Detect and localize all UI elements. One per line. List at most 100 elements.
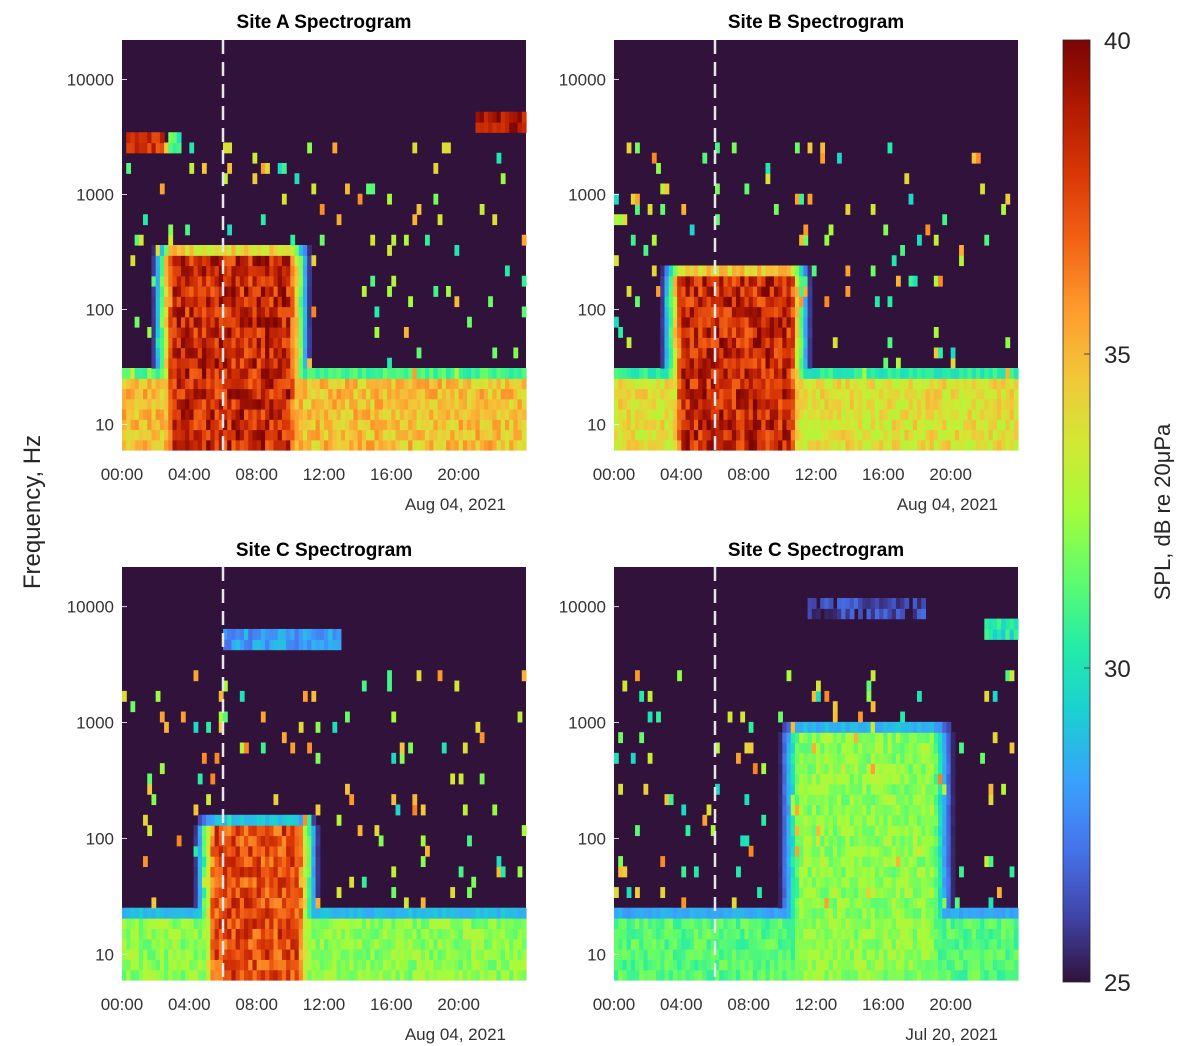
heatmap-cell xyxy=(660,928,666,940)
heatmap-cell xyxy=(307,255,312,267)
heatmap-cell xyxy=(736,368,741,379)
heatmap-cell xyxy=(778,439,783,451)
heatmap-cell xyxy=(492,378,498,390)
heatmap-cell xyxy=(521,122,527,133)
heatmap-cell xyxy=(790,845,796,857)
heatmap-cell xyxy=(302,357,308,369)
heatmap-cell xyxy=(412,214,418,226)
heatmap-cell xyxy=(446,409,451,420)
heatmap-cell xyxy=(395,368,401,379)
heatmap-cell xyxy=(378,969,384,981)
heatmap-cell xyxy=(193,938,199,950)
heatmap-cell xyxy=(790,286,796,297)
heatmap-cell xyxy=(672,275,678,287)
heatmap-cell xyxy=(155,907,161,919)
heatmap-cell xyxy=(395,959,401,971)
heatmap-cell xyxy=(832,378,838,390)
heatmap-cell xyxy=(210,245,216,256)
heatmap-cell xyxy=(357,378,363,390)
heatmap-cell xyxy=(740,711,746,723)
heatmap-cell xyxy=(950,357,956,369)
heatmap-cell xyxy=(307,856,312,868)
heatmap-cell xyxy=(828,876,834,888)
heatmap-cell xyxy=(214,856,220,868)
heatmap-cell xyxy=(668,398,674,410)
heatmap-cell xyxy=(811,265,817,277)
heatmap-cell xyxy=(841,773,847,785)
heatmap-cell xyxy=(900,928,905,940)
y-tick-label: 10000 xyxy=(67,70,114,89)
heatmap-cell xyxy=(260,959,266,971)
heatmap-cell xyxy=(185,327,190,338)
heatmap-cell xyxy=(483,938,489,950)
heatmap-cell xyxy=(807,949,813,960)
heatmap-cell xyxy=(126,928,132,940)
heatmap-cell xyxy=(281,928,287,940)
heatmap-cell xyxy=(294,275,300,287)
heatmap-cell xyxy=(189,429,195,441)
heatmap-cell xyxy=(959,255,964,267)
heatmap-cell xyxy=(740,388,746,400)
heatmap-cell xyxy=(235,876,241,888)
heatmap-cell xyxy=(252,628,258,640)
heatmap-cell xyxy=(794,887,800,898)
y-tick-label: 10000 xyxy=(67,598,114,617)
heatmap-cell xyxy=(748,296,754,308)
heatmap-cell xyxy=(782,721,788,733)
heatmap-cell xyxy=(828,949,834,960)
heatmap-cell xyxy=(723,949,729,960)
heatmap-cell xyxy=(794,794,800,806)
heatmap-cell xyxy=(311,825,317,837)
heatmap-cell xyxy=(155,969,161,981)
heatmap-cell xyxy=(399,378,405,390)
heatmap-cell xyxy=(1005,429,1011,441)
heatmap-cell xyxy=(685,928,691,940)
heatmap-cell xyxy=(862,597,868,609)
heatmap-cell xyxy=(357,409,363,420)
heatmap-cell xyxy=(782,419,788,431)
heatmap-cell xyxy=(168,265,174,277)
heatmap-cell xyxy=(794,347,800,359)
heatmap-cell xyxy=(685,296,691,308)
heatmap-cell xyxy=(891,794,897,806)
heatmap-cell xyxy=(639,439,645,451)
heatmap-cell xyxy=(832,825,838,837)
heatmap-cell xyxy=(773,204,779,215)
heatmap-cell xyxy=(223,845,228,857)
heatmap-cell xyxy=(244,907,249,919)
heatmap-cell xyxy=(231,439,237,451)
heatmap-cell xyxy=(281,628,287,640)
heatmap-cell xyxy=(879,845,884,857)
heatmap-cell xyxy=(845,897,851,909)
heatmap-cell xyxy=(307,409,312,420)
heatmap-cell xyxy=(168,296,174,308)
heatmap-cell xyxy=(887,742,893,754)
heatmap-cell xyxy=(517,419,523,431)
heatmap-cell xyxy=(761,918,767,929)
y-tick-label: 10 xyxy=(587,415,606,434)
heatmap-cell xyxy=(164,907,169,919)
heatmap-cell xyxy=(307,316,312,328)
heatmap-cell xyxy=(845,398,851,410)
heatmap-cell xyxy=(816,732,821,744)
heatmap-cell xyxy=(290,439,296,451)
heatmap-cell xyxy=(803,398,809,410)
heatmap-cell xyxy=(853,368,859,379)
heatmap-cell xyxy=(374,918,380,929)
heatmap-cell xyxy=(307,949,312,960)
heatmap-cell xyxy=(277,959,283,971)
heatmap-cell xyxy=(862,419,868,431)
heatmap-cell xyxy=(223,286,228,297)
heatmap-cell xyxy=(942,388,948,400)
heatmap-cell xyxy=(467,398,472,410)
heatmap-cell xyxy=(454,296,460,308)
heatmap-cell xyxy=(761,337,767,349)
heatmap-cell xyxy=(942,439,948,451)
heatmap-cell xyxy=(643,949,649,960)
heatmap-cell xyxy=(668,409,674,420)
heatmap-cell xyxy=(227,142,233,154)
heatmap-cell xyxy=(849,398,855,410)
heatmap-cell xyxy=(458,773,464,785)
heatmap-cell xyxy=(437,368,443,379)
heatmap-cell xyxy=(816,897,821,909)
